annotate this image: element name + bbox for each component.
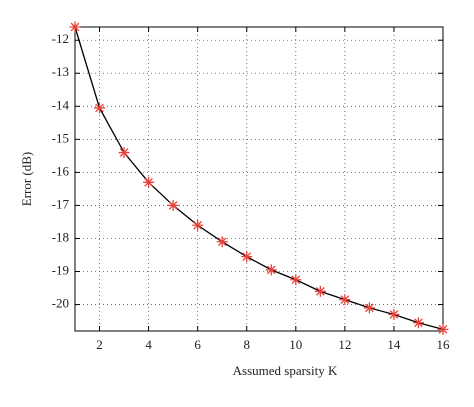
x-tick-label: 6 (194, 337, 201, 352)
point-marker (339, 294, 351, 306)
x-tick-label: 12 (338, 337, 351, 352)
y-tick-label: -16 (52, 163, 70, 178)
point-marker (388, 308, 400, 320)
point-marker (192, 219, 204, 231)
series-line (74, 26, 444, 330)
y-tick-label: -13 (52, 64, 69, 79)
x-tick-label: 8 (243, 337, 250, 352)
point-marker (363, 302, 375, 314)
x-tick-label: 2 (96, 337, 103, 352)
y-tick-label: -17 (52, 196, 70, 211)
plot-frame (74, 26, 444, 332)
point-marker (94, 102, 106, 114)
point-marker (118, 147, 130, 159)
point-marker (143, 176, 155, 188)
x-tick-label: 14 (387, 337, 401, 352)
x-tick-label: 10 (289, 337, 302, 352)
point-marker (216, 236, 228, 248)
y-tick-label: -18 (52, 229, 69, 244)
point-marker (437, 323, 449, 335)
point-marker (412, 317, 424, 329)
point-marker (69, 21, 81, 33)
x-tick-label: 4 (145, 337, 152, 352)
x-tick-label: 16 (437, 337, 451, 352)
x-axis-label: Assumed sparsity K (233, 363, 338, 378)
point-marker (314, 285, 326, 297)
y-tick-label: -12 (52, 31, 69, 46)
y-axis-label: Error (dB) (19, 152, 34, 207)
point-marker (167, 199, 179, 211)
point-marker (265, 264, 277, 276)
y-tick-label: -14 (52, 97, 70, 112)
y-tick-label: -15 (52, 130, 69, 145)
point-marker (241, 251, 253, 263)
point-marker (290, 274, 302, 286)
y-tick-label: -20 (52, 296, 69, 311)
y-tick-label: -19 (52, 263, 69, 278)
